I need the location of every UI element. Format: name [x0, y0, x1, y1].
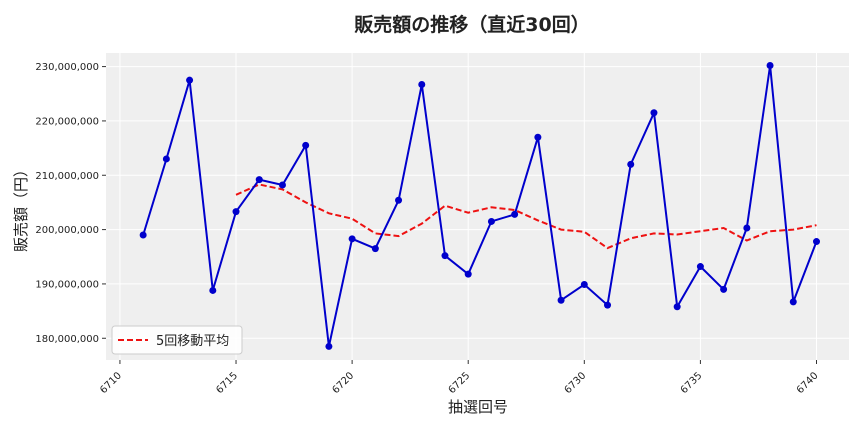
data-point — [418, 81, 426, 89]
data-point — [720, 285, 728, 293]
chart-title: 販売額の推移（直近30回） — [354, 13, 589, 36]
legend-box — [111, 325, 243, 355]
data-point — [348, 235, 356, 243]
data-point — [604, 301, 612, 309]
plot-area — [106, 53, 849, 360]
legend: 5回移動平均 — [111, 325, 243, 355]
y-axis-label: 販売額（円） — [12, 162, 30, 252]
series-layer — [139, 61, 820, 350]
series-line-sales — [142, 65, 818, 347]
x-tick-label: 6715 — [214, 370, 240, 396]
data-point — [371, 245, 379, 253]
data-point — [812, 238, 820, 246]
x-tick-label: 6740 — [795, 370, 821, 396]
data-point — [302, 141, 310, 149]
data-point — [209, 286, 217, 294]
data-point — [511, 210, 519, 218]
y-tick-label: 230,000,000 — [35, 62, 99, 73]
y-tick-label: 190,000,000 — [35, 279, 99, 290]
x-axis-ticks: 6710 6715 6720 6725 6730 6735 6740 — [98, 360, 821, 396]
data-point — [627, 160, 635, 168]
data-point — [534, 133, 542, 141]
data-point — [487, 217, 495, 225]
data-point — [186, 76, 194, 84]
data-point — [162, 155, 170, 163]
data-point — [766, 61, 774, 69]
y-tick-label: 220,000,000 — [35, 116, 99, 127]
data-point — [580, 280, 588, 288]
x-axis-label: 抽選回号 — [448, 398, 508, 416]
data-point — [696, 263, 704, 271]
series-line-moving-average — [235, 183, 817, 250]
x-tick-label: 6725 — [447, 370, 473, 396]
legend-label-moving-average: 5回移動平均 — [156, 334, 229, 349]
x-tick-label: 6710 — [98, 370, 124, 396]
data-point — [255, 176, 263, 184]
data-point — [278, 181, 286, 189]
data-point — [395, 196, 403, 204]
y-tick-label: 180,000,000 — [35, 334, 99, 345]
data-point — [789, 298, 797, 306]
x-tick-label: 6735 — [679, 370, 705, 396]
data-point — [441, 252, 449, 260]
y-axis-ticks: 180,000,000 190,000,000 200,000,000 210,000… — [35, 62, 106, 345]
y-tick-label: 210,000,000 — [35, 171, 99, 182]
y-tick-label: 200,000,000 — [35, 225, 99, 236]
data-point — [232, 208, 240, 216]
data-point — [325, 342, 333, 350]
data-point — [650, 109, 658, 117]
data-point — [139, 231, 147, 239]
x-tick-label: 6720 — [330, 370, 356, 396]
data-point — [464, 270, 472, 278]
data-point — [743, 224, 751, 232]
data-point — [557, 296, 565, 304]
x-tick-label: 6730 — [563, 370, 589, 396]
data-point — [673, 303, 681, 311]
